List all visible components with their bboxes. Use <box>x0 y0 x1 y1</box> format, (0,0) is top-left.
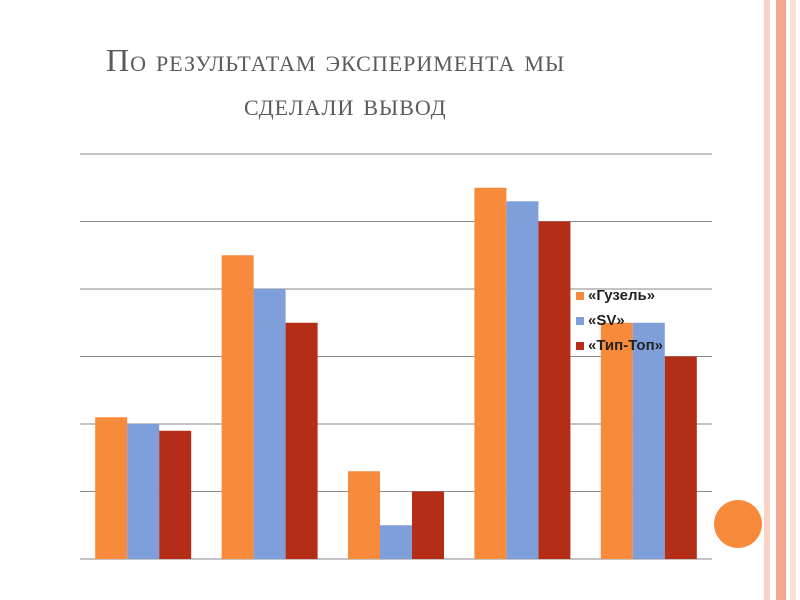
bar-series-1-group-4 <box>474 187 507 559</box>
bar-series-1-group-1 <box>95 417 128 559</box>
bar-series-1-group-3 <box>348 471 380 559</box>
legend-label-1: «Гузель» <box>588 287 655 304</box>
bar-series-2-group-3 <box>380 525 412 559</box>
bar-series-3-group-3 <box>412 491 444 559</box>
slide-title-line-1: По результатам эксперимента мы <box>106 42 566 78</box>
legend-swatch-3 <box>576 342 584 350</box>
bar-series-1-group-2 <box>221 255 254 559</box>
bar-series-3-group-5 <box>664 356 697 559</box>
bar-series-2-group-4 <box>506 201 539 559</box>
bar-series-3-group-2 <box>285 322 318 559</box>
stripe-3 <box>790 0 796 600</box>
bar-series-3-group-1 <box>159 430 192 559</box>
stripe-1 <box>764 0 770 600</box>
bar-series-2-group-2 <box>253 289 286 559</box>
bar-series-2-group-5 <box>632 322 665 559</box>
slide-title-line-2: сделали вывод <box>244 86 447 122</box>
legend: «Гузель» «SV» «Тип-Топ» <box>576 287 663 354</box>
legend-swatch-1 <box>576 292 584 300</box>
bar-series-1-group-5 <box>600 322 633 559</box>
legend-swatch-2 <box>576 317 584 325</box>
legend-label-2: «SV» <box>588 312 625 329</box>
legend-label-3: «Тип-Топ» <box>588 337 663 354</box>
stripe-2 <box>776 0 786 600</box>
decorative-circle <box>714 500 762 548</box>
bar-series-3-group-4 <box>538 221 571 559</box>
decorative-side-stripes <box>756 0 800 600</box>
bar-series-2-group-1 <box>127 424 160 559</box>
